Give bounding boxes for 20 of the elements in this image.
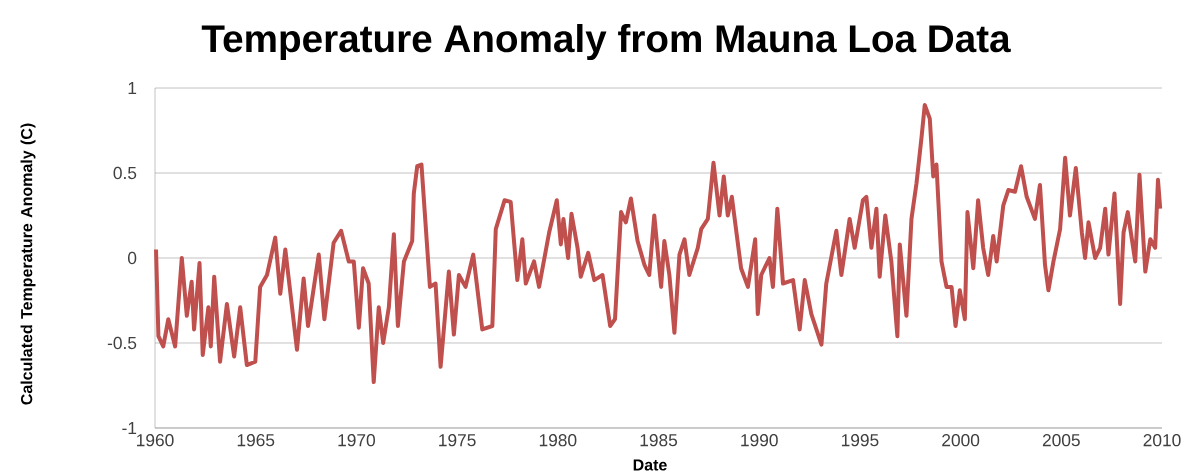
y-tick-label: 0.5 <box>113 166 137 180</box>
y-tick-label: -0.5 <box>107 336 137 350</box>
line-series <box>154 103 1163 385</box>
x-axis-title: Date <box>633 459 667 471</box>
x-tick-label: 1995 <box>841 434 879 447</box>
x-tick-label: 1990 <box>741 434 778 447</box>
y-tick-label: 1 <box>128 82 137 94</box>
x-tick-label: 2005 <box>1042 434 1080 447</box>
y-tick-label: -1 <box>122 422 137 434</box>
x-tick-label: 1975 <box>439 434 476 447</box>
x-tick-label: 2000 <box>942 434 980 447</box>
x-tick-label: 2010 <box>1143 434 1181 447</box>
x-tick-label: 1980 <box>539 434 577 447</box>
x-tick-label: 1985 <box>640 434 678 447</box>
x-tick-label: 1970 <box>338 434 376 447</box>
y-axis-title: Calculated Temperature Anomaly (C) <box>20 123 36 405</box>
x-tick-label: 1960 <box>137 434 174 447</box>
x-tick-label: 1965 <box>237 434 275 447</box>
chart-title: Temperature Anomaly from Mauna Loa Data <box>201 23 1011 61</box>
y-tick-label: 0 <box>127 251 137 265</box>
